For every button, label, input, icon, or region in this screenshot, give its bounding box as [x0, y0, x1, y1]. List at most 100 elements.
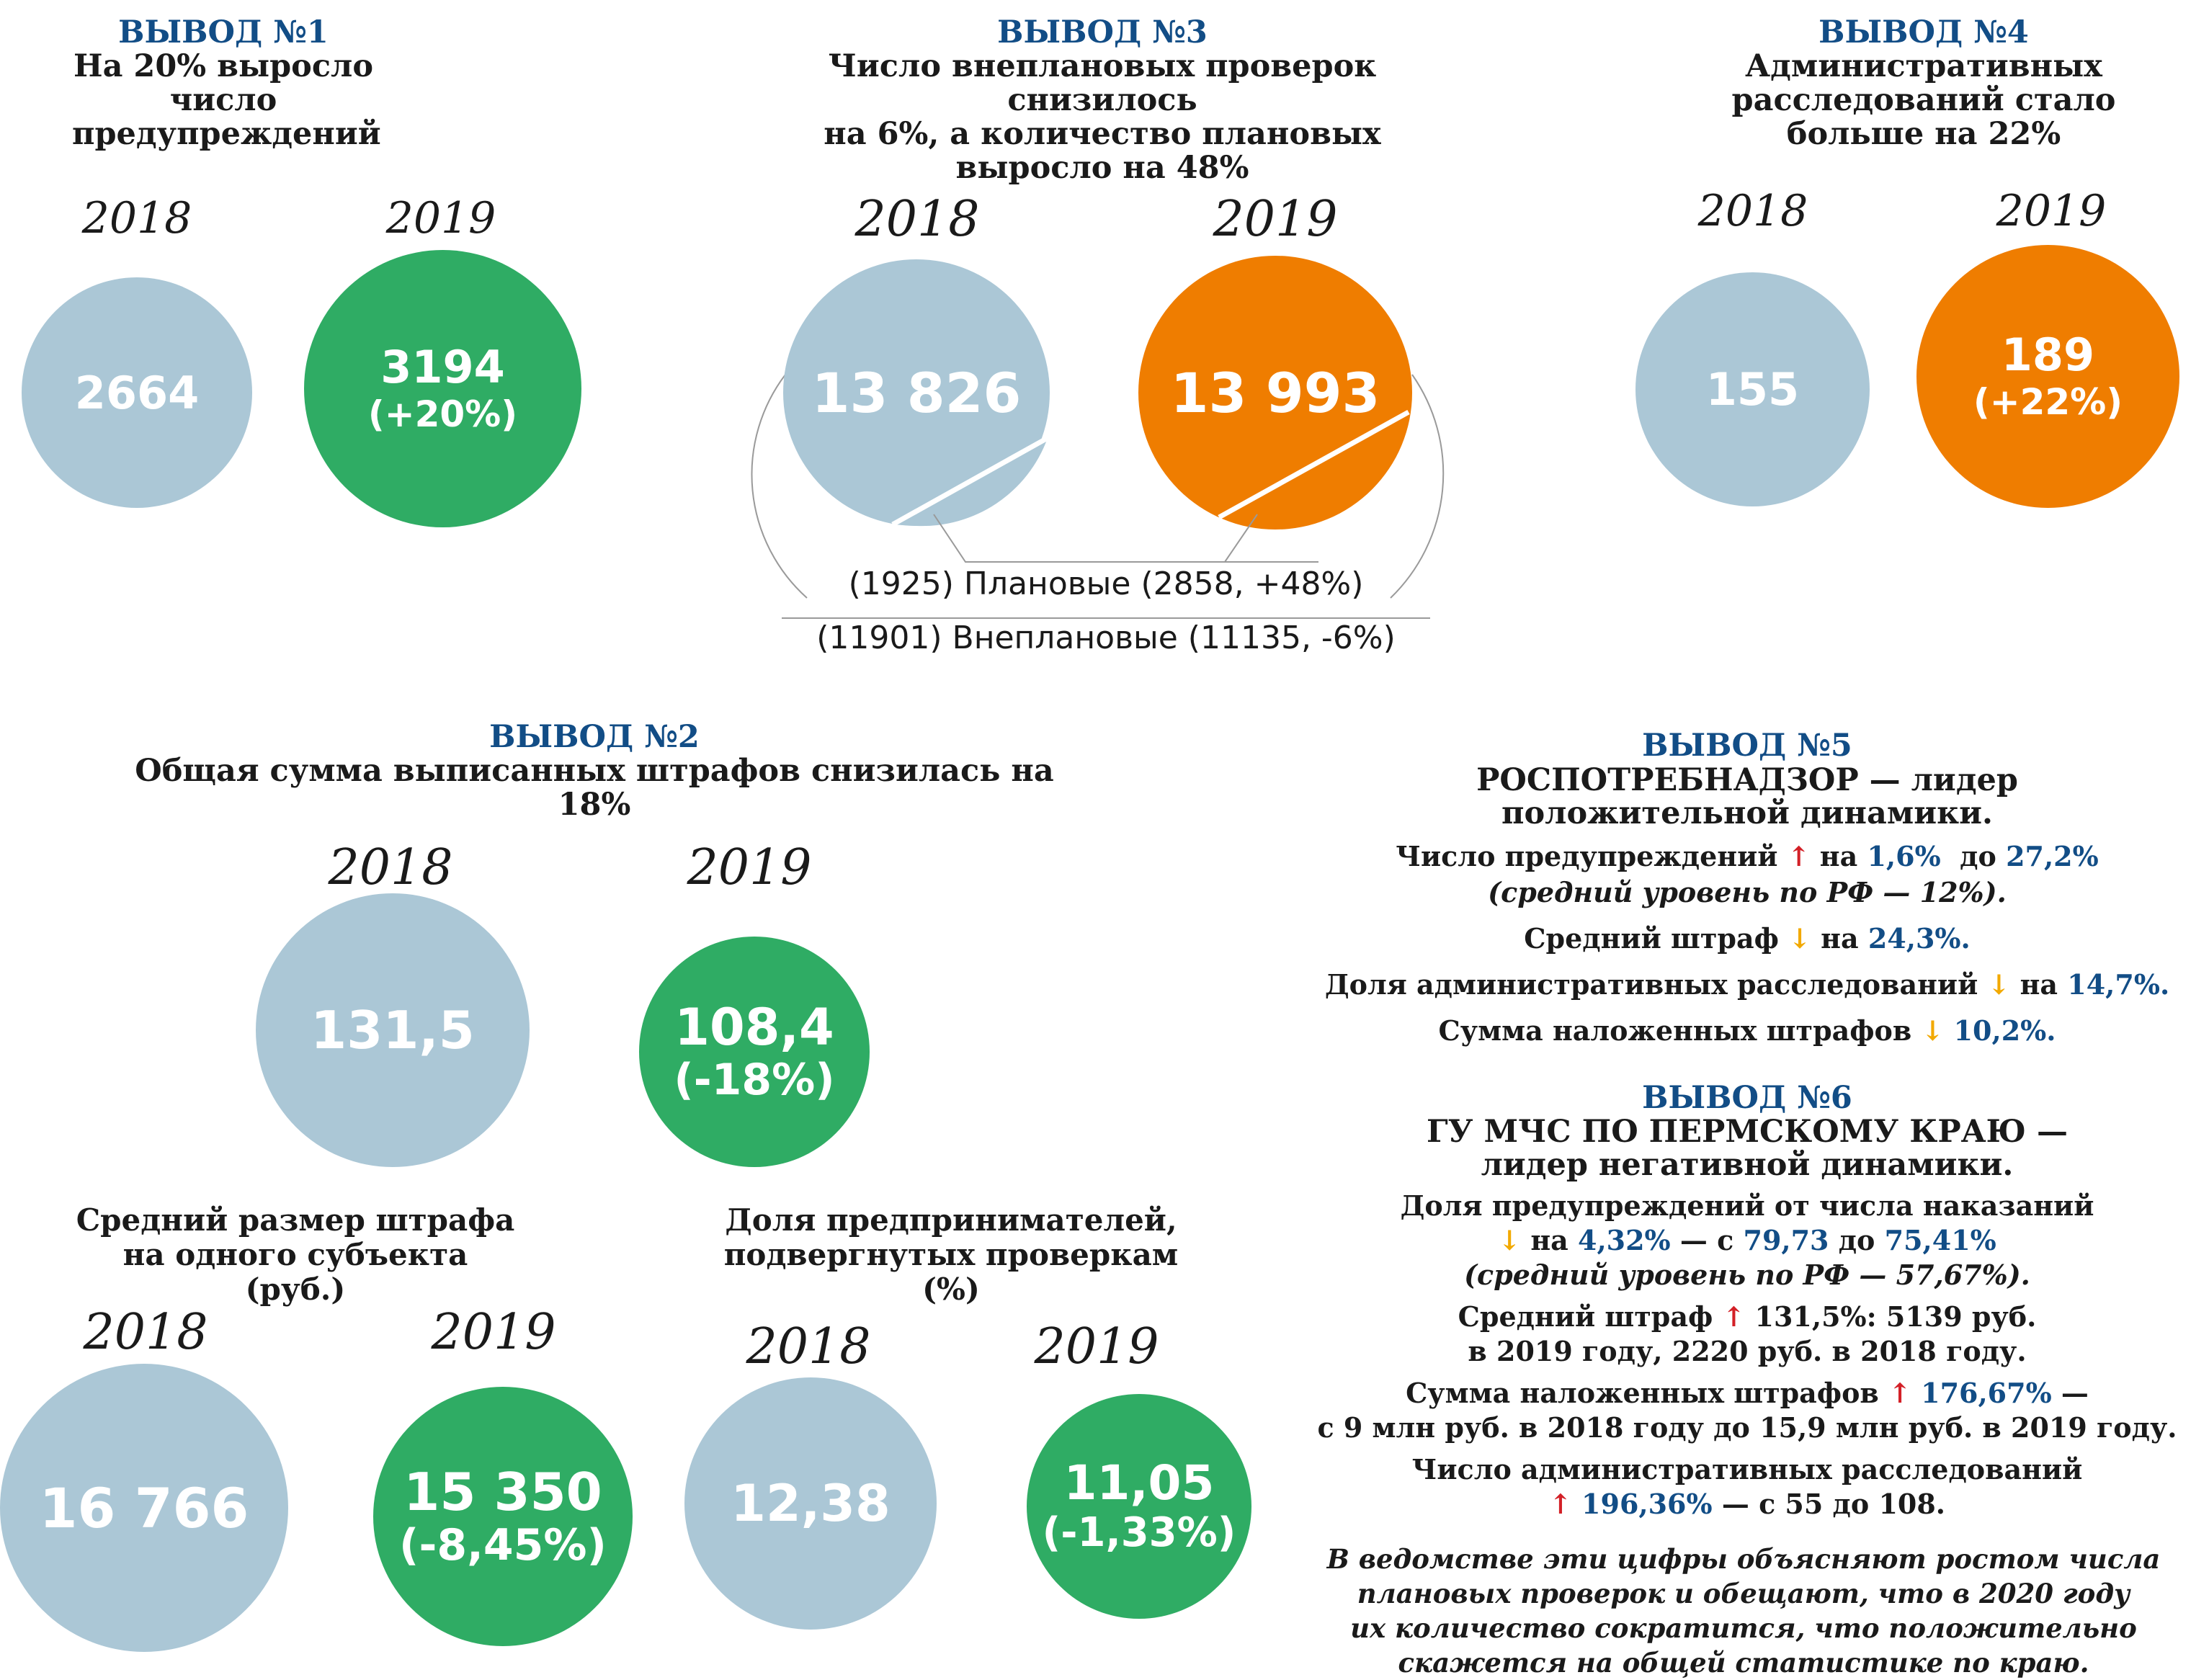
- vyvod6-line4: Средний штраф ↑ 131,5%: 5139 руб.: [1290, 1300, 2205, 1334]
- vyvod5-line4: Доля административных расследований ↓ на…: [1290, 967, 2205, 1003]
- vyvod5-head2: положительной динамики.: [1501, 795, 1994, 831]
- vyvod5-line3-v: 24,3%.: [1867, 922, 1971, 955]
- avg-fine-circle-2018: 16 766: [0, 1364, 288, 1652]
- arrow-up-icon: ↑: [1787, 840, 1811, 872]
- vyvod6-line9-v: 196,36%: [1571, 1488, 1713, 1520]
- avg-fine-circle-2019: 15 350 (-8,45%): [373, 1387, 633, 1646]
- vyvod3-header: ВЫВОД №3 Число внеплановых проверок сниз…: [742, 16, 1463, 185]
- vyvod3-subtitle-line1: Число внеплановых проверок снизилось: [828, 48, 1377, 118]
- vyvod3-leader-2018: [933, 514, 1318, 563]
- vyvod6-line2-v1: 4,32%: [1578, 1224, 1671, 1256]
- vyvod3-legend-unplanned: (11901) Внеплановые (11135, -6%): [816, 620, 1396, 656]
- avg-fine-subtitle-line2: на одного субъекта (руб.): [122, 1237, 468, 1307]
- vyvod4-header: ВЫВОД №4 Административных расследований …: [1679, 16, 2169, 151]
- vyvod4-subtitle-line2: расследований стало: [1731, 82, 2116, 118]
- vyvod4-circle-2019: 189 (+22%): [1916, 245, 2179, 508]
- vyvod2-change: (-18%): [674, 1055, 835, 1105]
- vyvod3-title: ВЫВОД №3: [997, 14, 1208, 50]
- vyvod5-line4-b: на: [2010, 968, 2068, 1001]
- vyvod4-title: ВЫВОД №4: [1818, 14, 2029, 50]
- vyvod5-line2: (средний уровень по РФ — 12%).: [1488, 876, 2007, 908]
- vyvod6-line4-a: Средний штраф: [1458, 1300, 1723, 1333]
- vyvod6-line6-a: Сумма наложенных штрафов: [1406, 1377, 1889, 1409]
- vyvod6-line2-c: до: [1829, 1224, 1885, 1256]
- share-subtitle-line1: Доля предпринимателей,: [725, 1202, 1177, 1238]
- vyvod3-split-line-2018: [891, 435, 1049, 527]
- vyvod5-line1-a: Число предупреждений: [1396, 840, 1788, 872]
- vyvod5-line1-v1: 1,6%: [1867, 840, 1941, 872]
- vyvod1-change: (+20%): [367, 393, 518, 435]
- vyvod6-line6: Сумма наложенных штрафов ↑ 176,67% —: [1290, 1376, 2205, 1411]
- vyvod6-title: ВЫВОД №6: [1642, 1080, 1852, 1116]
- vyvod6-line2: ↓ на 4,32% — с 79,73 до 75,41%: [1290, 1223, 2205, 1258]
- vyvod6-line6-b: —: [2051, 1377, 2089, 1409]
- arrow-down-icon: ↓: [1498, 1224, 1522, 1256]
- share-circle-2018: 12,38: [684, 1377, 937, 1630]
- vyvod3-year-2019: 2019: [1213, 191, 1338, 248]
- vyvod3-split-line-2019: [1218, 409, 1410, 520]
- vyvod3-year-2018: 2018: [854, 191, 980, 248]
- vyvod5-line1-c: до: [1940, 840, 2007, 872]
- vyvod5-block: ВЫВОД №5 РОСПОТРЕБНАДЗОР — лидер положит…: [1290, 728, 2205, 1049]
- vyvod5-line1-b: на: [1810, 840, 1867, 872]
- vyvod2-header: ВЫВОД №2 Общая сумма выписанных штрафов …: [115, 720, 1074, 822]
- vyvod5-line4-a: Доля административных расследований: [1324, 968, 1988, 1001]
- vyvod3-legend-planned: (1925) Плановые (2858, +48%): [848, 566, 1364, 602]
- vyvod6-line5: в 2019 году, 2220 руб. в 2018 году.: [1468, 1335, 2027, 1367]
- vyvod3-value-2019-box: 13 993: [1138, 256, 1412, 530]
- avg-fine-value-2019: 15 350: [403, 1462, 602, 1522]
- vyvod5-line1-v2: 27,2%: [2006, 840, 2099, 872]
- vyvod6-line9: ↑ 196,36% — с 55 до 108.: [1290, 1487, 2205, 1522]
- vyvod4-value-2018: 155: [1705, 363, 1800, 416]
- vyvod6-line1: Доля предупреждений от числа наказаний: [1400, 1189, 2094, 1222]
- vyvod3-outline-right: [1390, 374, 1445, 599]
- vyvod5-line5-a: Сумма наложенных штрафов: [1438, 1014, 1922, 1047]
- vyvod6-line2-a: на: [1521, 1224, 1578, 1256]
- vyvod5-line5-v: 10,2%.: [1944, 1014, 2056, 1047]
- vyvod5-line1: Число предупреждений ↑ на 1,6% до 27,2%: [1290, 839, 2205, 875]
- share-year-2018: 2018: [746, 1318, 871, 1375]
- vyvod2-title: ВЫВОД №2: [489, 719, 700, 755]
- vyvod6-line3: (средний уровень по РФ — 57,67%).: [1464, 1259, 2030, 1291]
- vyvod2-value-2019: 108,4: [674, 998, 834, 1057]
- vyvod4-year-2019: 2019: [1996, 186, 2107, 236]
- vyvod3-subtitle-line3: выросло на 48%: [955, 150, 1249, 186]
- vyvod3-circle-2019: [1138, 256, 1412, 530]
- arrow-up-icon: ↑: [1722, 1300, 1746, 1333]
- vyvod6-line2-v3: 75,41%: [1884, 1224, 1996, 1256]
- vyvod6-note: В ведомстве эти цифры объясняют ростом ч…: [1311, 1542, 2176, 1680]
- vyvod1-circle-2018: 2664: [22, 277, 252, 508]
- share-year-2019: 2019: [1034, 1318, 1159, 1375]
- avg-fine-year-2019: 2019: [431, 1304, 556, 1361]
- vyvod6-note-line1: В ведомстве эти цифры объясняют ростом ч…: [1326, 1543, 2161, 1575]
- vyvod1-value-2019: 3194: [380, 340, 505, 393]
- vyvod3-value-2019: 13 993: [1170, 360, 1380, 425]
- vyvod2-circle-2019: 108,4 (-18%): [639, 937, 870, 1167]
- vyvod3-value-2018-box: 13 826: [783, 259, 1050, 526]
- share-value-2019: 11,05: [1063, 1455, 1215, 1511]
- vyvod5-title: ВЫВОД №5: [1642, 728, 1852, 764]
- vyvod2-circle-2018: 131,5: [256, 893, 530, 1167]
- vyvod2-year-2018: 2018: [328, 839, 453, 896]
- arrow-up-icon: ↑: [1548, 1488, 1572, 1520]
- vyvod6-head2: лидер негативной динамики.: [1481, 1147, 2014, 1183]
- vyvod1-header: ВЫВОД №1 На 20% выросло число предупрежд…: [72, 16, 381, 152]
- vyvod1-subtitle-line2: предупреждений: [72, 116, 381, 152]
- share-header: Доля предпринимателей, подвергнутых пров…: [692, 1203, 1210, 1307]
- vyvod2-value-2018: 131,5: [311, 1000, 475, 1060]
- vyvod4-year-2018: 2018: [1697, 186, 1808, 236]
- avg-fine-value-2018: 16 766: [39, 1475, 249, 1540]
- vyvod6-line6-v: 176,67%: [1911, 1377, 2052, 1409]
- vyvod6-line9-b: — с 55 до 108.: [1712, 1488, 1945, 1520]
- vyvod6-line2-v2: 79,73: [1743, 1224, 1829, 1256]
- vyvod1-year-2018: 2018: [81, 193, 192, 243]
- avg-fine-header: Средний размер штрафа на одного субъекта…: [72, 1203, 519, 1307]
- vyvod5-head1: РОСПОТРЕБНАДЗОР — лидер: [1476, 762, 2018, 798]
- avg-fine-subtitle-line1: Средний размер штрафа: [76, 1202, 515, 1238]
- vyvod6-block: ВЫВОД №6 ГУ МЧС ПО ПЕРМСКОМУ КРАЮ — лиде…: [1290, 1081, 2205, 1522]
- vyvod1-circle-2019: 3194 (+20%): [304, 250, 581, 527]
- vyvod3-value-2018: 13 826: [811, 360, 1022, 425]
- vyvod6-line7: с 9 млн руб. в 2018 году до 15,9 млн руб…: [1317, 1411, 2177, 1444]
- share-change: (-1,33%): [1042, 1509, 1236, 1556]
- arrow-up-icon: ↑: [1888, 1377, 1911, 1409]
